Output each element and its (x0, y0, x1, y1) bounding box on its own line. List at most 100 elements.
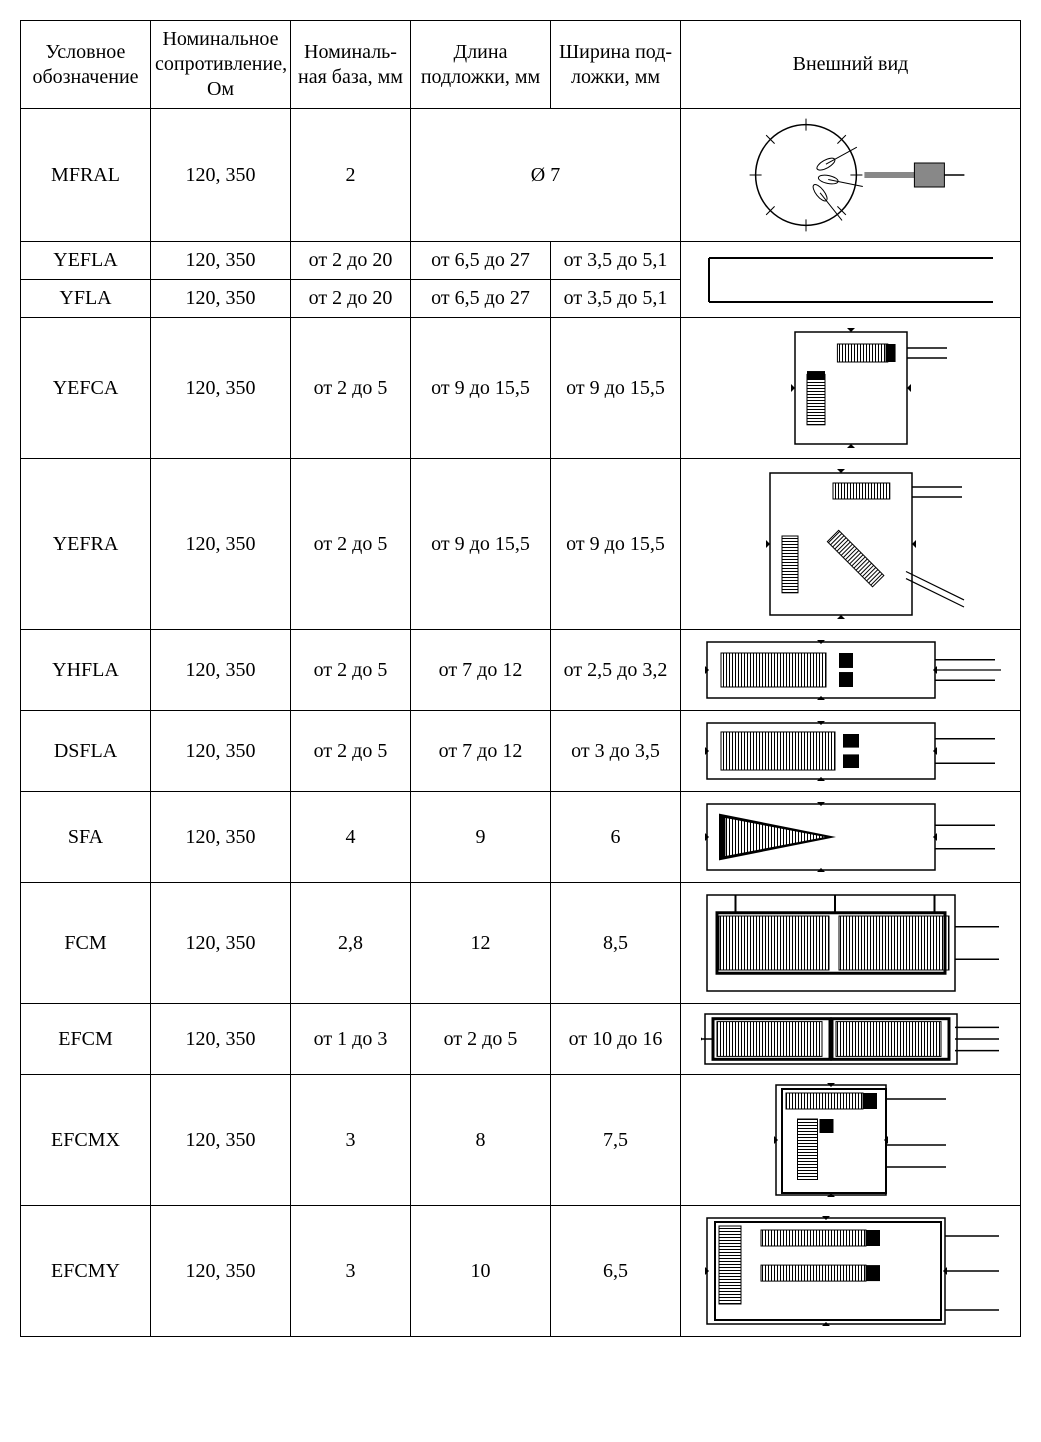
cell-code: FCM (21, 883, 151, 1004)
cell-wid: от 3,5 до 5,1 (551, 242, 681, 280)
cell-code: YEFRA (21, 459, 151, 630)
cell-len: от 6,5 до 27 (411, 242, 551, 280)
cell-len: 9 (411, 792, 551, 883)
cell-base: от 2 до 5 (291, 711, 411, 792)
cell-res: 120, 350 (151, 280, 291, 318)
cell-code: SFA (21, 792, 151, 883)
cell-wid: 8,5 (551, 883, 681, 1004)
cell-wid: от 10 до 16 (551, 1004, 681, 1075)
cell-base: 3 (291, 1075, 411, 1206)
cell-code: EFCM (21, 1004, 151, 1075)
table-row: YEFLA120, 350от 2 до 20от 6,5 до 27от 3,… (21, 242, 1021, 280)
table-row: SFA120, 350496 (21, 792, 1021, 883)
cell-wid: 7,5 (551, 1075, 681, 1206)
cell-len: от 7 до 12 (411, 711, 551, 792)
cell-code: YEFCA (21, 318, 151, 459)
cell-appearance (681, 1004, 1021, 1075)
cell-wid: от 3,5 до 5,1 (551, 280, 681, 318)
cell-code: YEFLA (21, 242, 151, 280)
cell-len: от 9 до 15,5 (411, 318, 551, 459)
cell-wid: от 9 до 15,5 (551, 459, 681, 630)
cell-code: YHFLA (21, 630, 151, 711)
table-row: FCM120, 3502,8128,5 (21, 883, 1021, 1004)
cell-len: 10 (411, 1206, 551, 1337)
dsfla-icon (701, 717, 1001, 785)
yefra-icon (721, 465, 981, 623)
cell-code: MFRAL (21, 109, 151, 242)
cell-base: от 2 до 20 (291, 280, 411, 318)
cell-wid: 6 (551, 792, 681, 883)
cell-len: 8 (411, 1075, 551, 1206)
table-row: EFCMY120, 3503106,5 (21, 1206, 1021, 1337)
cell-base: от 1 до 3 (291, 1004, 411, 1075)
table-row: YEFCA120, 350от 2 до 5от 9 до 15,5от 9 д… (21, 318, 1021, 459)
cell-base: 2,8 (291, 883, 411, 1004)
efcm-icon (701, 1010, 1001, 1068)
cell-appearance (681, 459, 1021, 630)
cell-base: 3 (291, 1206, 411, 1337)
sfa-icon (701, 798, 1001, 876)
cell-wid: 6,5 (551, 1206, 681, 1337)
fcm-icon (701, 889, 1001, 997)
efcmx-icon (721, 1081, 981, 1199)
table-row: EFCM120, 350от 1 до 3от 2 до 5от 10 до 1… (21, 1004, 1021, 1075)
cell-wid: от 9 до 15,5 (551, 318, 681, 459)
cell-len: от 2 до 5 (411, 1004, 551, 1075)
cell-res: 120, 350 (151, 459, 291, 630)
cell-base: от 2 до 5 (291, 459, 411, 630)
cell-appearance (681, 711, 1021, 792)
table-row: YHFLA120, 350от 2 до 5от 7 до 12от 2,5 д… (21, 630, 1021, 711)
yhfla-icon (701, 636, 1001, 704)
mfral-icon (701, 115, 1001, 235)
cell-appearance (681, 242, 1021, 318)
table-row: YEFRA120, 350от 2 до 5от 9 до 15,5от 9 д… (21, 459, 1021, 630)
cell-appearance (681, 883, 1021, 1004)
cell-appearance (681, 1206, 1021, 1337)
cell-base: 2 (291, 109, 411, 242)
cell-base: 4 (291, 792, 411, 883)
col-header-res: Номинальное сопротивление, Ом (151, 21, 291, 109)
col-header-len: Длина подложки, мм (411, 21, 551, 109)
cell-appearance (681, 792, 1021, 883)
cell-base: от 2 до 5 (291, 630, 411, 711)
cell-wid: от 3 до 3,5 (551, 711, 681, 792)
cell-res: 120, 350 (151, 1075, 291, 1206)
spec-table: Условное обозначение Номинальное сопроти… (20, 20, 1021, 1337)
cell-appearance (681, 318, 1021, 459)
cell-appearance (681, 1075, 1021, 1206)
cell-len: от 6,5 до 27 (411, 280, 551, 318)
cell-len: от 9 до 15,5 (411, 459, 551, 630)
cell-res: 120, 350 (151, 883, 291, 1004)
cell-res: 120, 350 (151, 630, 291, 711)
col-header-img: Внешний вид (681, 21, 1021, 109)
cell-appearance (681, 109, 1021, 242)
efcmy-icon (701, 1212, 1001, 1330)
cell-code: EFCMX (21, 1075, 151, 1206)
cell-code: EFCMY (21, 1206, 151, 1337)
cell-wid: от 2,5 до 3,2 (551, 630, 681, 711)
col-header-wid: Ширина под-ложки, мм (551, 21, 681, 109)
cell-res: 120, 350 (151, 1004, 291, 1075)
col-header-code: Условное обозначение (21, 21, 151, 109)
yefla-icon (701, 250, 1001, 310)
table-row: DSFLA120, 350от 2 до 5от 7 до 12от 3 до … (21, 711, 1021, 792)
cell-base: от 2 до 20 (291, 242, 411, 280)
table-row: EFCMX120, 350387,5 (21, 1075, 1021, 1206)
cell-appearance (681, 630, 1021, 711)
cell-res: 120, 350 (151, 792, 291, 883)
cell-len-wid: Ø 7 (411, 109, 681, 242)
col-header-base: Номиналь-ная база, мм (291, 21, 411, 109)
table-row: MFRAL120, 3502Ø 7 (21, 109, 1021, 242)
cell-res: 120, 350 (151, 318, 291, 459)
cell-res: 120, 350 (151, 711, 291, 792)
header-row: Условное обозначение Номинальное сопроти… (21, 21, 1021, 109)
cell-code: DSFLA (21, 711, 151, 792)
cell-res: 120, 350 (151, 242, 291, 280)
cell-base: от 2 до 5 (291, 318, 411, 459)
cell-len: 12 (411, 883, 551, 1004)
cell-len: от 7 до 12 (411, 630, 551, 711)
cell-code: YFLA (21, 280, 151, 318)
cell-res: 120, 350 (151, 1206, 291, 1337)
yefca-icon (721, 324, 981, 452)
cell-res: 120, 350 (151, 109, 291, 242)
